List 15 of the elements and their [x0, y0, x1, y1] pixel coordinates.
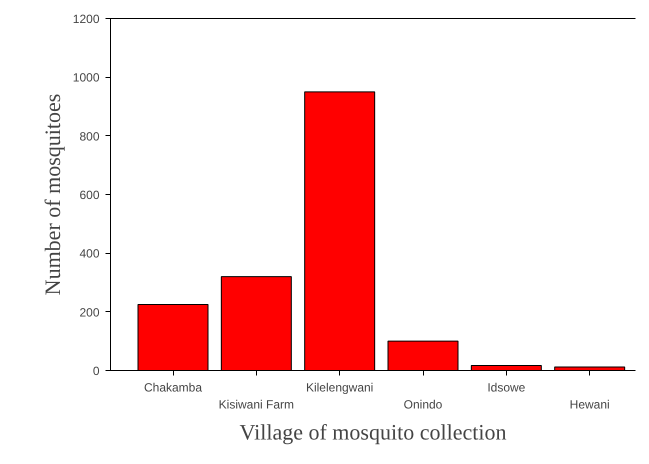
y-tick-label: 1200: [72, 12, 100, 26]
y-tick-label: 0: [92, 364, 100, 378]
x-axis-title: Village of mosquito collection: [240, 419, 506, 444]
y-tick-label: 400: [79, 246, 100, 261]
x-tick-label: Kisiwani Farm: [218, 397, 294, 412]
y-tick-label: 1000: [72, 70, 100, 85]
x-tick-label: Idsowe: [487, 380, 526, 394]
y-tick-label: 800: [79, 129, 100, 144]
x-tick-label: Onindo: [404, 397, 443, 412]
y-tick-label: 200: [79, 305, 100, 320]
x-tick-label: Kilelengwani: [306, 380, 374, 394]
x-tick-label: Chakamba: [144, 380, 202, 394]
x-tick-label: Hewani: [570, 397, 610, 412]
y-tick-label: 600: [79, 188, 100, 202]
y-axis-title: Number of mosquitoes: [40, 94, 65, 296]
